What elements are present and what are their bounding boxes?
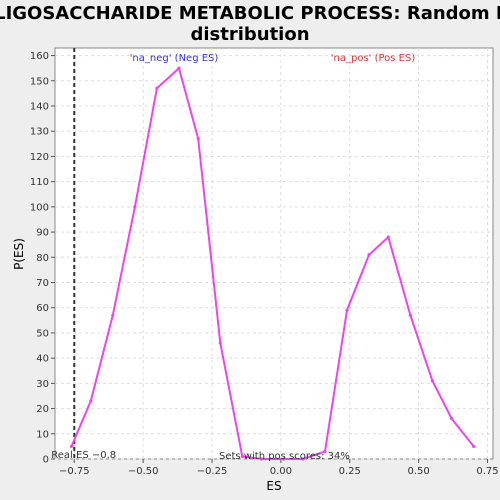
es-density-point <box>408 313 412 317</box>
real-es-label: Real ES −0.8 <box>51 450 116 461</box>
y-tick-label: 90 <box>36 228 49 239</box>
es-density-point <box>196 137 200 141</box>
x-tick-label: −0.25 <box>197 466 228 477</box>
y-tick-label: 50 <box>36 328 49 339</box>
plot-area <box>54 47 494 460</box>
y-tick-label: 80 <box>36 253 49 264</box>
es-density-point <box>69 444 74 448</box>
x-tick-label: 0.75 <box>476 466 498 477</box>
es-density-points <box>69 66 476 461</box>
es-density-point <box>89 399 93 403</box>
y-tick-label: 140 <box>30 101 49 112</box>
y-tick-label: 10 <box>36 429 49 440</box>
y-tick-label: 60 <box>36 303 49 314</box>
es-density-point <box>430 379 434 383</box>
y-tick-label: 160 <box>30 51 49 62</box>
x-axis-ticks: −0.75 −0.50 −0.25 0.00 0.25 0.50 0.75 <box>59 459 499 477</box>
x-tick-label: −0.75 <box>59 466 90 477</box>
es-density-point <box>282 457 286 461</box>
x-tick-label: 0.00 <box>270 466 292 477</box>
es-density-point <box>155 86 159 90</box>
pos-scores-annotation: Sets with pos scores: 34% <box>219 451 350 462</box>
y-tick-label: 70 <box>36 278 49 289</box>
es-density-point <box>260 457 264 461</box>
chart-title-line1: OLIGOSACCHARIDE METABOLIC PROCESS: Rando… <box>0 3 500 24</box>
es-density-point <box>301 457 305 461</box>
y-tick-label: 100 <box>30 202 49 213</box>
es-density-point <box>450 417 454 421</box>
es-density-point <box>323 449 327 454</box>
es-density-point <box>240 454 244 459</box>
grid <box>55 48 493 460</box>
legend-neg-es: 'na_neg' (Neg ES) <box>130 53 219 64</box>
es-density-point <box>177 66 181 70</box>
es-density-point <box>111 313 115 317</box>
legend-pos-es: 'na_pos' (Pos ES) <box>331 53 416 64</box>
y-axis-label: P(ES) <box>12 238 26 270</box>
x-tick-label: 0.50 <box>407 466 429 477</box>
es-density-line <box>70 66 475 460</box>
x-tick-label: −0.50 <box>128 466 159 477</box>
es-density-point <box>218 341 222 345</box>
es-density-point <box>472 444 476 448</box>
y-tick-label: 0 <box>43 455 49 466</box>
es-density-point <box>367 253 371 257</box>
es-density-point <box>345 308 349 312</box>
y-tick-label: 40 <box>36 354 49 365</box>
x-tick-label: 0.25 <box>339 466 361 477</box>
y-tick-label: 20 <box>36 404 49 415</box>
es-density-point <box>386 235 390 239</box>
y-tick-label: 130 <box>30 127 49 138</box>
y-tick-label: 150 <box>30 76 49 87</box>
y-tick-label: 30 <box>36 379 49 390</box>
es-density-point <box>133 205 137 209</box>
chart-title-line2: distribution <box>190 24 309 45</box>
y-tick-label: 120 <box>30 152 49 163</box>
y-axis-ticks: 0 10 20 30 40 50 60 70 80 90 100 110 120 130 140 150 160 <box>30 51 55 466</box>
y-tick-label: 110 <box>30 177 49 188</box>
x-axis-label: ES <box>266 479 281 493</box>
